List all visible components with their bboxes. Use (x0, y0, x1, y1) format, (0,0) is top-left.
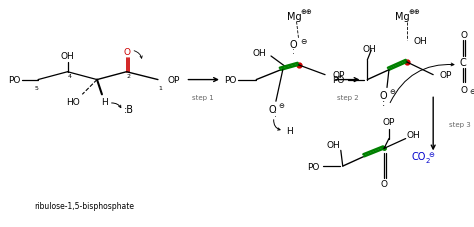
Text: OH: OH (413, 37, 427, 46)
Text: ⊕⊕: ⊕⊕ (409, 9, 420, 15)
Text: 4: 4 (67, 74, 72, 79)
Text: 5: 5 (34, 86, 38, 91)
Text: O: O (381, 180, 388, 188)
Text: OP: OP (439, 71, 451, 80)
Text: ⊖: ⊖ (389, 89, 395, 95)
Text: O: O (379, 91, 387, 101)
Text: OH: OH (363, 44, 376, 53)
Text: :: : (273, 110, 276, 119)
Text: C: C (459, 58, 466, 68)
Text: O: O (124, 47, 131, 56)
Text: 2: 2 (425, 158, 429, 163)
Text: :B: :B (123, 105, 134, 115)
Text: 1: 1 (158, 86, 162, 91)
Text: step 2: step 2 (337, 95, 358, 101)
Text: PO: PO (9, 76, 21, 85)
Text: OH: OH (252, 48, 266, 57)
Text: O: O (290, 40, 297, 50)
Text: O: O (460, 31, 467, 40)
Text: HO: HO (66, 97, 80, 106)
Text: ⊖: ⊖ (428, 152, 434, 158)
Text: 2: 2 (127, 74, 130, 79)
Text: OP: OP (383, 118, 395, 127)
Text: :: : (382, 98, 385, 108)
Text: PO: PO (332, 76, 344, 85)
Text: OH: OH (61, 52, 74, 61)
Text: step 3: step 3 (449, 121, 471, 127)
Text: Mg: Mg (287, 12, 302, 22)
Text: OP: OP (168, 76, 180, 85)
Text: :: : (292, 46, 295, 55)
Text: ribulose-1,5-bisphosphate: ribulose-1,5-bisphosphate (34, 201, 134, 210)
Text: O: O (460, 86, 467, 94)
Text: H: H (286, 127, 293, 136)
Text: ⊕⊕: ⊕⊕ (301, 9, 312, 15)
Text: PO: PO (307, 162, 320, 171)
Text: ⊖: ⊖ (470, 89, 474, 95)
Text: PO: PO (224, 76, 236, 85)
Text: OP: OP (333, 71, 345, 80)
Text: step 1: step 1 (192, 95, 214, 101)
Text: O: O (268, 105, 276, 115)
Text: Mg: Mg (395, 12, 410, 22)
Text: OH: OH (407, 131, 420, 140)
Text: OH: OH (326, 140, 340, 149)
Text: ⊖: ⊖ (278, 103, 284, 109)
Text: ⊖: ⊖ (300, 37, 307, 46)
Text: H: H (101, 97, 108, 106)
Text: CO: CO (411, 152, 426, 162)
